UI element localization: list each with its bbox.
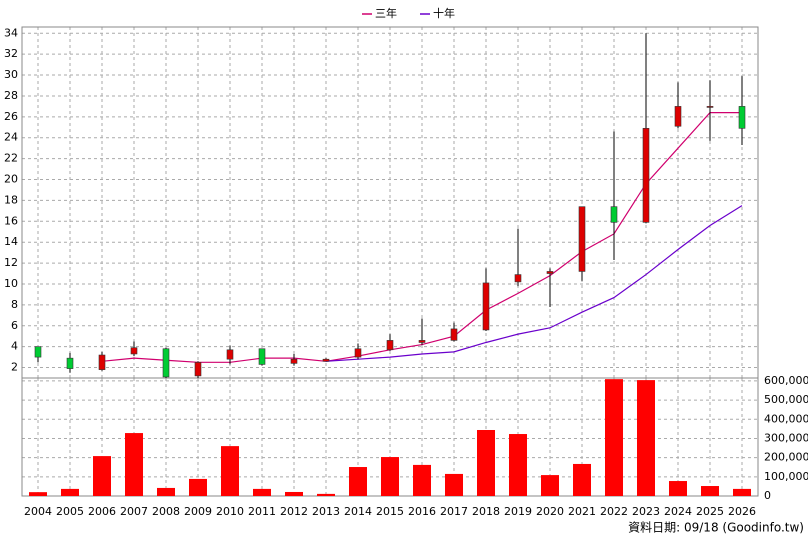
footnote: 資料日期: 09/18 (Goodinfo.tw) — [628, 521, 804, 535]
bar — [445, 473, 463, 496]
y-tick-label: 30 — [4, 68, 18, 81]
candle-body — [194, 362, 202, 377]
candle-body — [322, 358, 330, 362]
y-tick-label: 16 — [4, 214, 18, 227]
bar — [189, 478, 207, 496]
candle-body — [226, 349, 234, 360]
bar — [573, 463, 591, 496]
y-tick-label: 22 — [4, 152, 18, 165]
y-tick-label: 2 — [11, 361, 18, 374]
y-tick-label: 34 — [4, 26, 18, 39]
bar — [349, 467, 367, 496]
bar — [413, 464, 431, 496]
x-tick-label: 2020 — [536, 505, 564, 518]
y2-tick-label: 0 — [764, 489, 771, 502]
y-tick-label: 24 — [4, 131, 18, 144]
bar — [61, 488, 79, 496]
line-series — [325, 205, 743, 362]
candle-body — [386, 340, 394, 351]
candle-body — [130, 347, 138, 355]
y-tick-label: 26 — [4, 110, 18, 123]
y-tick-label: 32 — [4, 47, 18, 60]
x-tick-label: 2007 — [120, 505, 148, 518]
y-tick-label: 8 — [11, 298, 18, 311]
x-tick-label: 2025 — [696, 505, 724, 518]
bar — [637, 380, 655, 496]
bar — [733, 488, 751, 496]
candle-body — [418, 340, 426, 343]
y2-tick-label: 600,000 — [764, 374, 808, 387]
x-tick-label: 2012 — [280, 505, 308, 518]
legend-label: 三年 — [375, 6, 397, 20]
candle-body — [706, 106, 714, 108]
x-tick-label: 2017 — [440, 505, 468, 518]
candle-body — [34, 346, 42, 358]
x-tick-label: 2010 — [216, 505, 244, 518]
x-tick-label: 2014 — [344, 505, 372, 518]
x-tick-label: 2004 — [24, 505, 52, 518]
candle-body — [738, 106, 746, 129]
y-tick-label: 28 — [4, 89, 18, 102]
candle-body — [514, 274, 522, 283]
bar — [701, 486, 719, 496]
y-tick-label: 10 — [4, 277, 18, 290]
bar — [541, 475, 559, 496]
y-tick-label: 4 — [11, 340, 18, 353]
bar — [221, 446, 239, 496]
x-tick-label: 2009 — [184, 505, 212, 518]
x-tick-label: 2016 — [408, 505, 436, 518]
bar — [93, 456, 111, 496]
y2-tick-label: 100,000 — [764, 470, 808, 483]
candle-body — [66, 357, 74, 369]
y-tick-label: 18 — [4, 193, 18, 206]
x-tick-label: 2011 — [248, 505, 276, 518]
bar — [285, 491, 303, 496]
candle-body — [354, 348, 362, 358]
candle-body — [450, 328, 458, 341]
candle-body — [162, 348, 170, 378]
y-tick-label: 12 — [4, 256, 18, 269]
candle-body — [258, 348, 266, 365]
x-tick-label: 2019 — [504, 505, 532, 518]
bar — [29, 492, 47, 496]
candle-body — [546, 271, 554, 274]
candle-body — [642, 128, 650, 223]
x-tick-label: 2008 — [152, 505, 180, 518]
x-tick-label: 2006 — [88, 505, 116, 518]
x-tick-label: 2021 — [568, 505, 596, 518]
x-tick-label: 2024 — [664, 505, 692, 518]
x-tick-label: 2023 — [632, 505, 660, 518]
x-tick-label: 2022 — [600, 505, 628, 518]
bar — [157, 487, 175, 496]
candle-body — [578, 206, 586, 272]
x-tick-label: 2013 — [312, 505, 340, 518]
x-tick-label: 2018 — [472, 505, 500, 518]
bar — [125, 433, 143, 496]
y2-tick-label: 300,000 — [764, 431, 808, 444]
bar — [253, 488, 271, 496]
candle-body — [482, 282, 490, 331]
y-tick-label: 14 — [4, 235, 18, 248]
candle-body — [98, 354, 106, 370]
bar — [317, 493, 335, 496]
x-tick-label: 2015 — [376, 505, 404, 518]
y2-tick-label: 200,000 — [764, 451, 808, 464]
y2-tick-label: 500,000 — [764, 393, 808, 406]
y2-tick-label: 400,000 — [764, 412, 808, 425]
bar — [381, 457, 399, 496]
candle-body — [290, 358, 298, 364]
bar — [669, 481, 687, 496]
y-tick-label: 20 — [4, 173, 18, 186]
bar — [477, 429, 495, 496]
legend-label: 十年 — [433, 6, 455, 20]
x-tick-label: 2026 — [728, 505, 756, 518]
bar — [605, 379, 623, 496]
bar — [509, 434, 527, 496]
x-tick-label: 2005 — [56, 505, 84, 518]
y-tick-label: 6 — [11, 319, 18, 332]
candle-body — [610, 206, 618, 223]
candle-body — [674, 106, 682, 127]
